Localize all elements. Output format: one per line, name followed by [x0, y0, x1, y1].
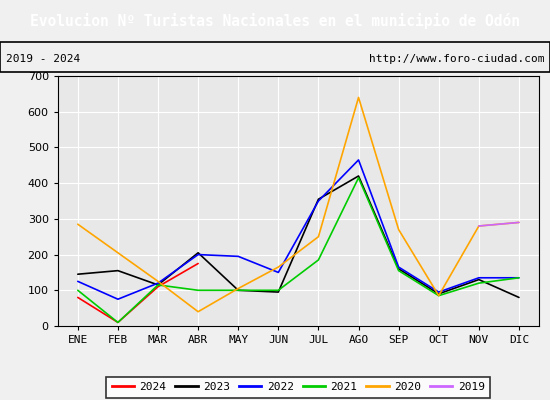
- Text: http://www.foro-ciudad.com: http://www.foro-ciudad.com: [369, 54, 544, 64]
- Legend: 2024, 2023, 2022, 2021, 2020, 2019: 2024, 2023, 2022, 2021, 2020, 2019: [106, 376, 491, 398]
- Text: 2019 - 2024: 2019 - 2024: [6, 54, 80, 64]
- Text: Evolucion Nº Turistas Nacionales en el municipio de Odón: Evolucion Nº Turistas Nacionales en el m…: [30, 13, 520, 29]
